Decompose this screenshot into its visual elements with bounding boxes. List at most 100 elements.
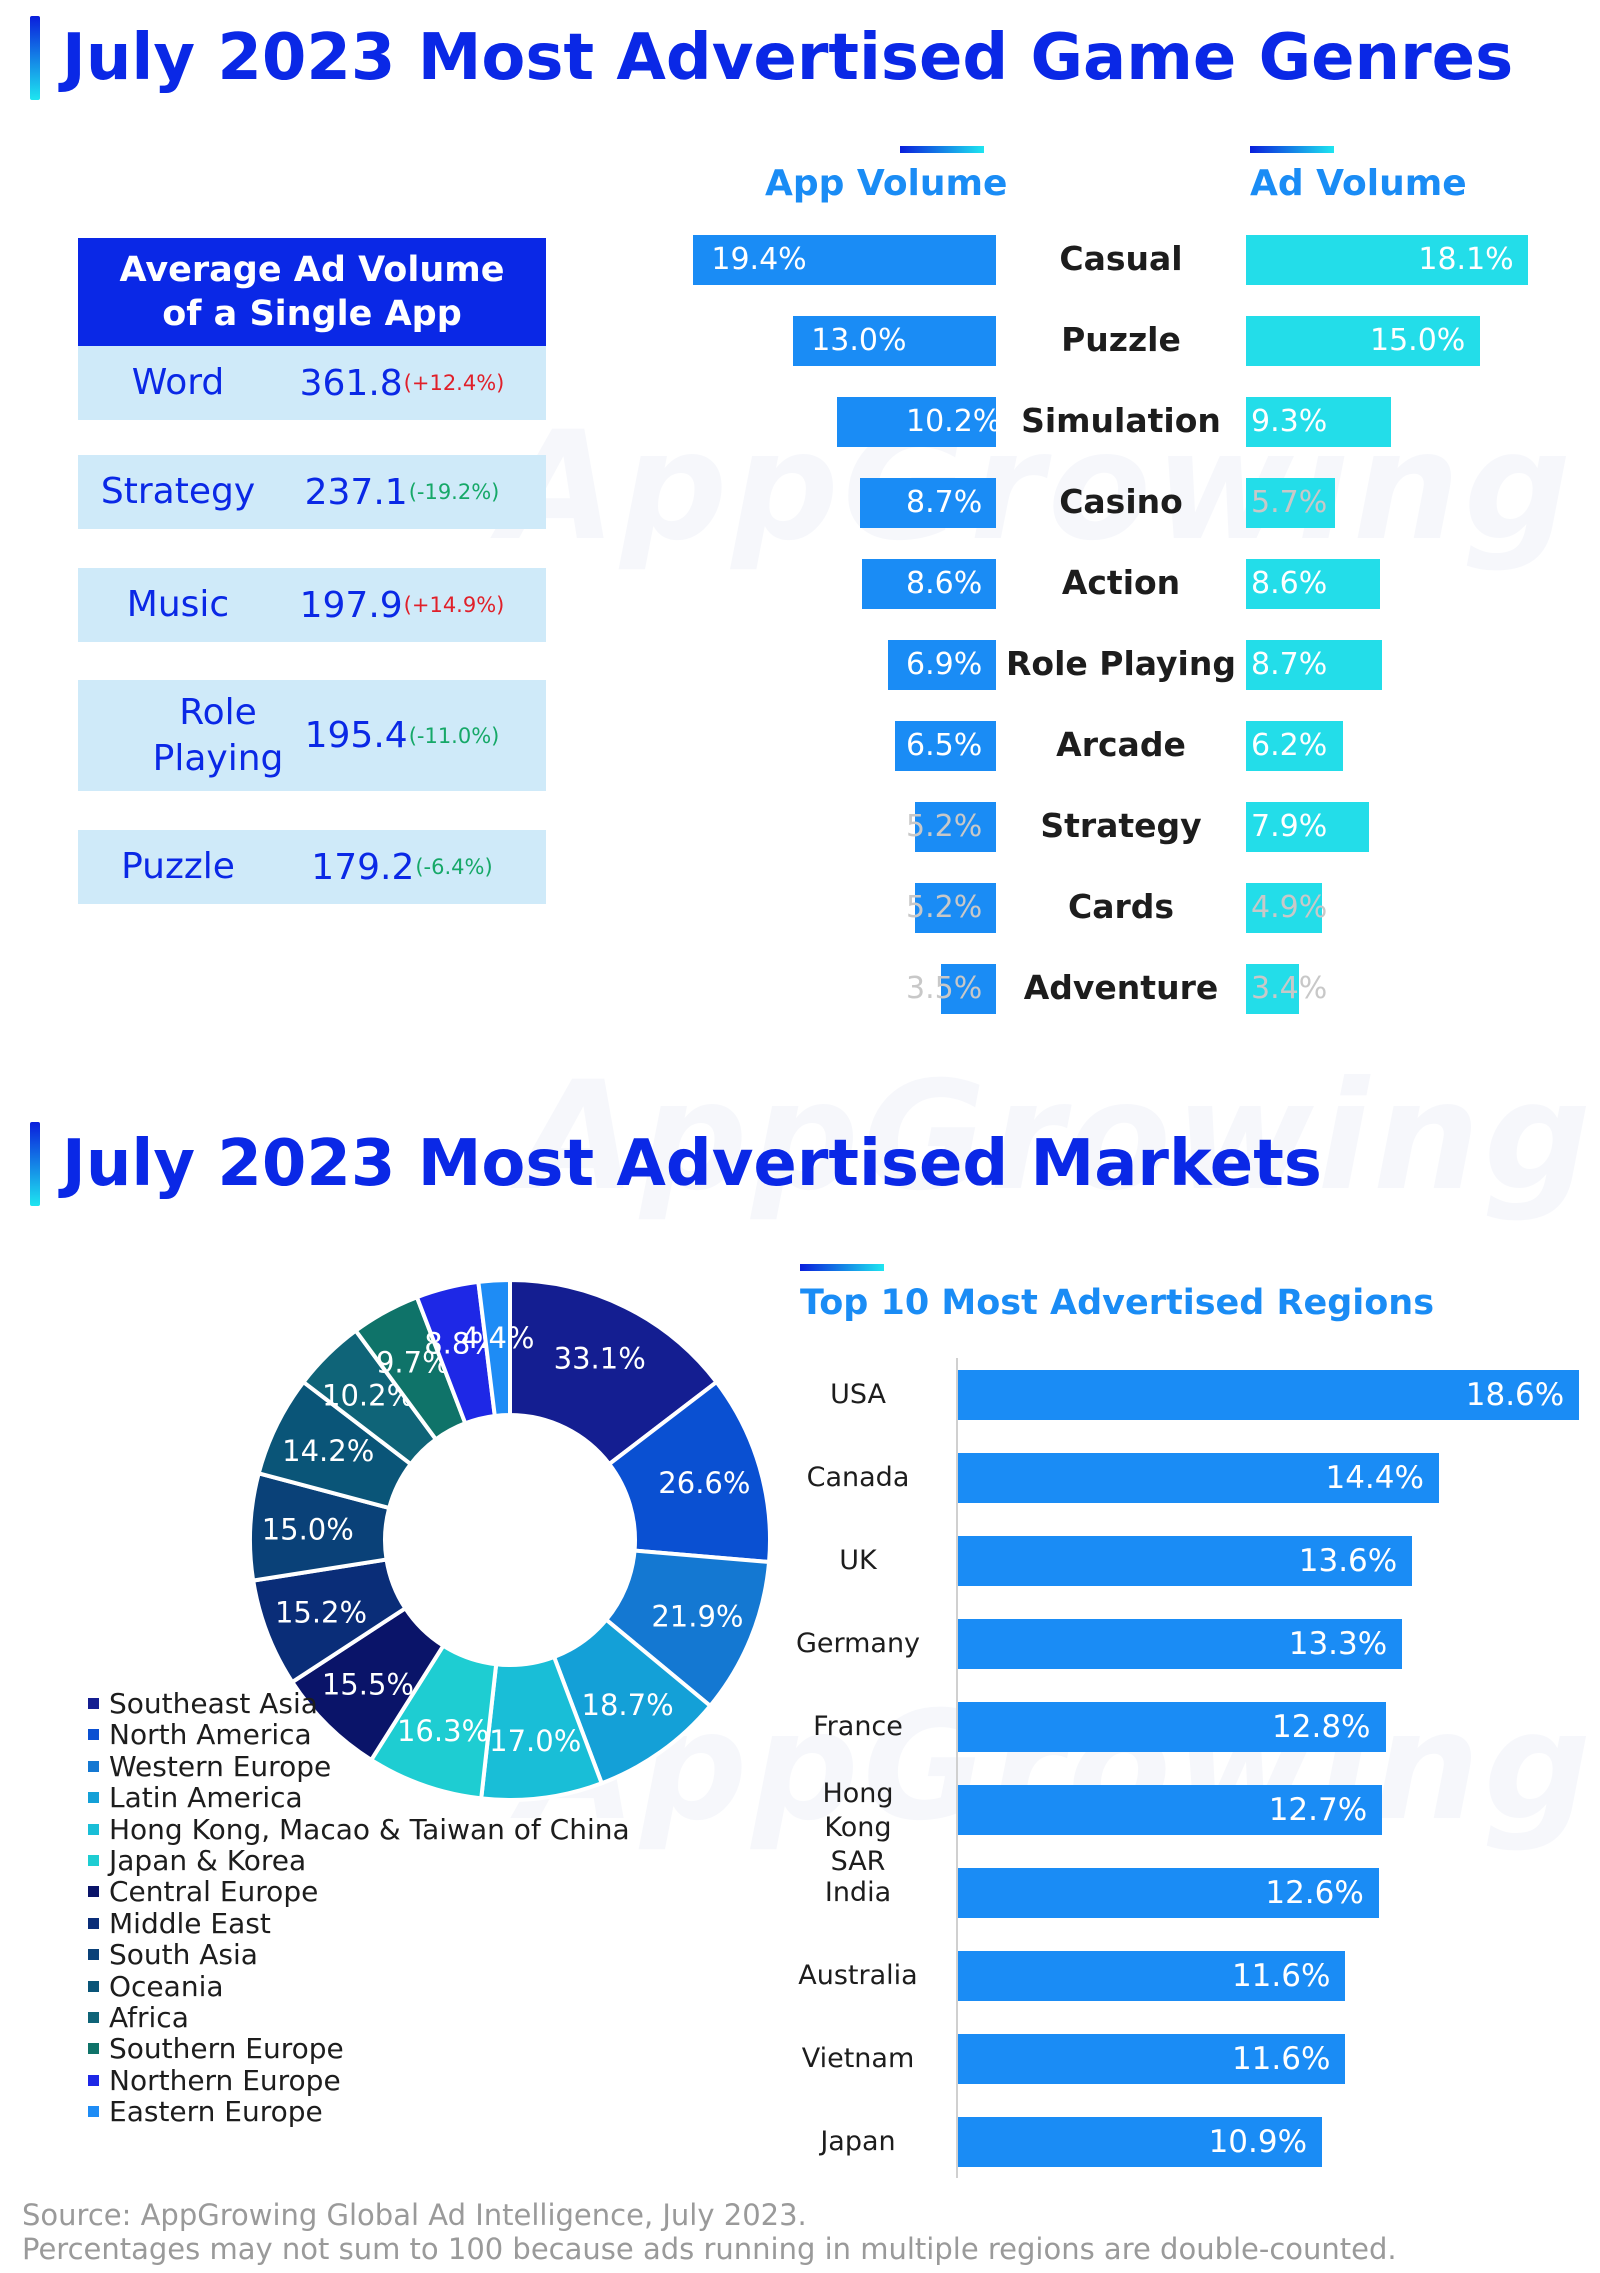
ad-volume-bar — [1246, 640, 1382, 690]
avg-ad-volume-header: Average Ad Volume of a Single App — [78, 238, 546, 346]
region-value: 12.8% — [1272, 1709, 1371, 1745]
watermark: AppGrowing — [500, 400, 1576, 574]
donut-slice — [476, 1277, 512, 1419]
region-bar — [958, 1702, 1386, 1752]
ad-volume-label: 8.7% — [1251, 647, 1328, 682]
app-volume-bar — [914, 802, 996, 852]
avg-value-number: 179.2 — [311, 846, 415, 888]
legend-item: North America — [88, 1718, 312, 1752]
app-volume-bar — [836, 397, 996, 447]
legend-label: Central Europe — [109, 1875, 319, 1909]
region-label: Canada — [806, 1462, 910, 1493]
legend-item: Oceania — [88, 1970, 224, 2003]
app-volume-label: 6.5% — [906, 728, 983, 763]
ad-volume-header: Ad Volume — [1250, 163, 1467, 204]
region-label: Hong Kong SAR — [822, 1778, 894, 1877]
legend-label: North America — [109, 1718, 312, 1752]
avg-value-number: 197.9 — [299, 584, 403, 626]
title-accent-bar — [30, 1122, 40, 1206]
legend-swatch — [88, 1823, 99, 1835]
legend-swatch — [88, 1729, 99, 1741]
app-volume-label: 19.4% — [711, 242, 807, 277]
region-value: 11.6% — [1231, 1958, 1331, 1994]
legend-label: Latin America — [109, 1781, 303, 1815]
legend-item: Central Europe — [88, 1875, 319, 1909]
avg-row-genre: Role Playing — [152, 691, 284, 779]
ad-volume-label: 18.1% — [1418, 242, 1514, 277]
markets-donut-chart: 33.1% 26.6% 21.9% 18.7%17.0%16.3% 15.5% 15.2%… — [248, 1277, 772, 1802]
avg-row-genre: Music — [126, 584, 230, 625]
donut-slice-label: 15.5% — [322, 1667, 414, 1701]
legend-item: Middle East — [88, 1906, 271, 1940]
ad-volume-bar — [1246, 316, 1480, 366]
avg-ad-volume-title: Average Ad Volume of a Single App — [119, 250, 505, 334]
legend-label: Africa — [109, 2001, 189, 2034]
app-volume-label: 5.2% — [906, 809, 983, 844]
donut-slice-label: 16.3% — [397, 1714, 489, 1748]
ad-volume-label: 7.9% — [1251, 809, 1328, 844]
genre-label: Puzzle — [1061, 320, 1181, 359]
genre-label: Casino — [1059, 482, 1183, 521]
donut-slice — [606, 1379, 772, 1565]
genre-label: Adventure — [1023, 968, 1219, 1007]
region-label: Australia — [798, 1960, 918, 1991]
region-bar — [958, 2117, 1323, 2167]
app-volume-bar — [860, 478, 996, 528]
donut-slice-label: 21.9% — [651, 1600, 743, 1634]
region-bar — [958, 1453, 1439, 1503]
region-value: 10.9% — [1208, 2124, 1308, 2160]
genre-label: Strategy — [1040, 806, 1202, 845]
region-value: 13.6% — [1298, 1543, 1398, 1579]
region-bar — [958, 1951, 1346, 2001]
ad-volume-bar — [1246, 397, 1392, 447]
legend-label: Southeast Asia — [109, 1687, 318, 1720]
region-label: USA — [830, 1379, 886, 1410]
app-volume-bar — [693, 235, 996, 285]
region-label: India — [824, 1877, 892, 1908]
legend-item: Japan & Korea — [88, 1844, 306, 1877]
app-volume-label: 6.9% — [906, 647, 983, 682]
ad-volume-bar — [1246, 883, 1323, 933]
legend-swatch — [88, 1760, 99, 1772]
avg-value-number: 237.1 — [304, 471, 408, 513]
source-line: Source: AppGrowing Global Ad Intelligenc… — [22, 2198, 807, 2232]
legend-label: Middle East — [109, 1906, 271, 1940]
legend-swatch — [88, 1792, 99, 1804]
region-value: 12.6% — [1265, 1875, 1364, 1911]
watermark: AppGrowing — [520, 1050, 1596, 1224]
genre-label: Action — [1061, 563, 1181, 602]
ad-volume-bar — [1246, 559, 1381, 609]
regions-accent — [800, 1264, 884, 1271]
legend-label: South Asia — [109, 1938, 258, 1972]
legend-item: Hong Kong, Macao & Taiwan of China — [88, 1812, 630, 1846]
app-volume-label: 3.5% — [906, 971, 983, 1006]
avg-table-row: Word 361.8 (+12.4%) — [78, 346, 546, 420]
region-value: 12.7% — [1268, 1792, 1368, 1828]
legend-swatch — [88, 2106, 99, 2118]
genre-label: Casual — [1059, 239, 1183, 278]
legend-item: Southern Europe — [88, 2032, 344, 2066]
disclaimer-line: Percentages may not sum to 100 because a… — [22, 2232, 1397, 2266]
app-volume-accent — [900, 146, 984, 153]
app-volume-bar — [914, 883, 996, 933]
legend-label: Southern Europe — [109, 2032, 344, 2066]
legend-swatch — [88, 2043, 99, 2055]
title-accent-bar — [30, 16, 40, 100]
avg-value-number: 195.4 — [304, 715, 408, 756]
ad-volume-bar — [1246, 235, 1529, 285]
legend-swatch — [88, 1698, 99, 1709]
section-title: July 2023 Most Advertised Markets — [62, 1127, 1322, 1201]
avg-row-value: 237.1 (-19.2%) — [278, 455, 526, 529]
legend-swatch — [88, 2074, 99, 2086]
regions-axis — [956, 1358, 958, 2178]
genre-label: Role Playing — [1006, 644, 1236, 683]
ad-volume-label: 5.7% — [1251, 485, 1328, 520]
app-volume-label: 5.2% — [906, 890, 983, 925]
legend-item: Northern Europe — [88, 2064, 341, 2097]
avg-row-value: 361.8 (+12.4%) — [278, 346, 526, 420]
app-volume-label: 8.7% — [906, 485, 983, 520]
donut-slice-label: 15.2% — [275, 1596, 367, 1630]
legend-label: Hong Kong, Macao & Taiwan of China — [109, 1812, 630, 1846]
legend-swatch — [88, 1855, 99, 1866]
region-label: UK — [839, 1545, 877, 1576]
